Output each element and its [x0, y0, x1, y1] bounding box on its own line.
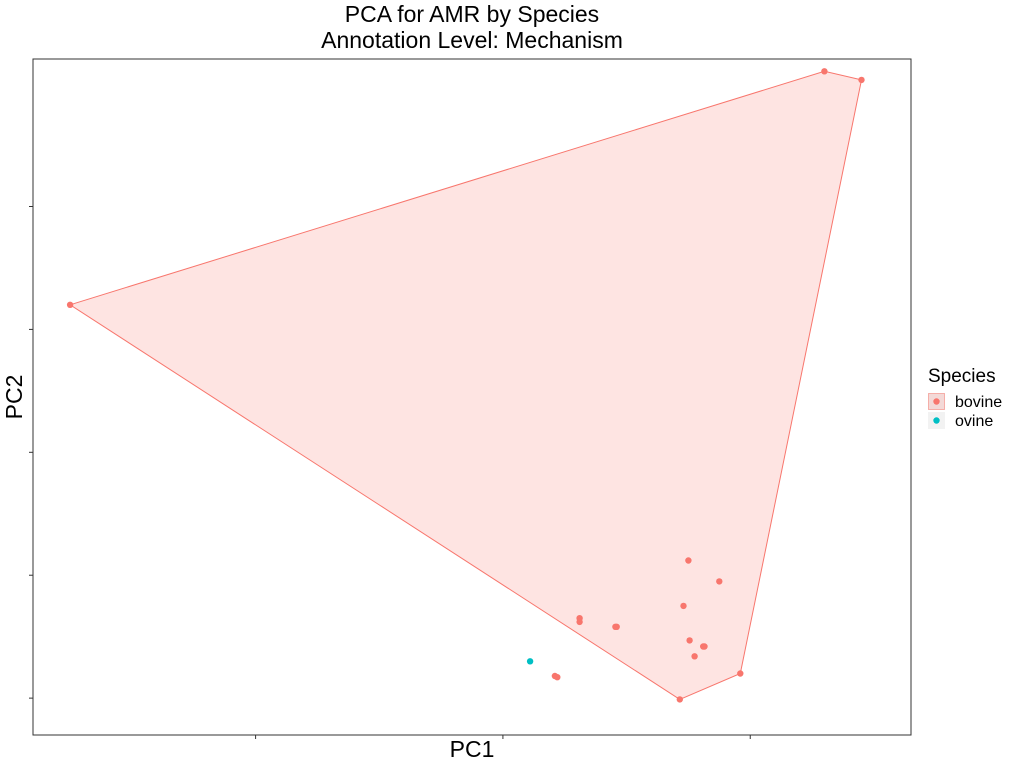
- x-axis-title: PC1: [450, 736, 495, 762]
- legend-key-dot-bovine: [933, 398, 940, 405]
- data-point-bovine-17: [680, 602, 687, 610]
- plot-area: [32, 58, 912, 736]
- data-point-bovine-5: [691, 653, 698, 660]
- data-point-bovine-16: [554, 674, 561, 681]
- y-axis-ticks: [29, 205, 33, 699]
- legend: Species bovine ovine: [928, 366, 1002, 430]
- data-point-bovine-12: [686, 637, 693, 644]
- data-point-bovine-2: [858, 76, 865, 84]
- hull-layer: [68, 70, 863, 700]
- data-point-bovine-1: [821, 68, 828, 75]
- data-point-bovine-4: [716, 578, 723, 585]
- y-axis-title: PC2: [1, 375, 27, 420]
- data-point-bovine-3: [685, 557, 692, 564]
- legend-title: Species: [928, 366, 996, 387]
- x-axis-ticks: [255, 735, 751, 739]
- data-point-ovine-0: [526, 658, 534, 665]
- data-point-bovine-9: [576, 618, 583, 626]
- chart-title: PCA for AMR by Species: [345, 1, 599, 27]
- plot-panel-border: [32, 58, 912, 736]
- data-point-bovine-14: [701, 643, 708, 650]
- hull-polygon-bovine: [68, 70, 863, 700]
- data-point-bovine-11: [612, 623, 619, 630]
- data-point-bovine-0: [66, 301, 74, 308]
- legend-items: bovine ovine: [928, 393, 1002, 430]
- legend-label-bovine: bovine: [955, 394, 1002, 411]
- legend-label-ovine: ovine: [955, 413, 993, 430]
- points-layer: [66, 68, 865, 703]
- legend-key-dot-ovine: [933, 417, 940, 424]
- chart-subtitle: Annotation Level: Mechanism: [321, 27, 623, 53]
- data-point-bovine-7: [737, 670, 744, 677]
- data-point-bovine-6: [676, 696, 683, 703]
